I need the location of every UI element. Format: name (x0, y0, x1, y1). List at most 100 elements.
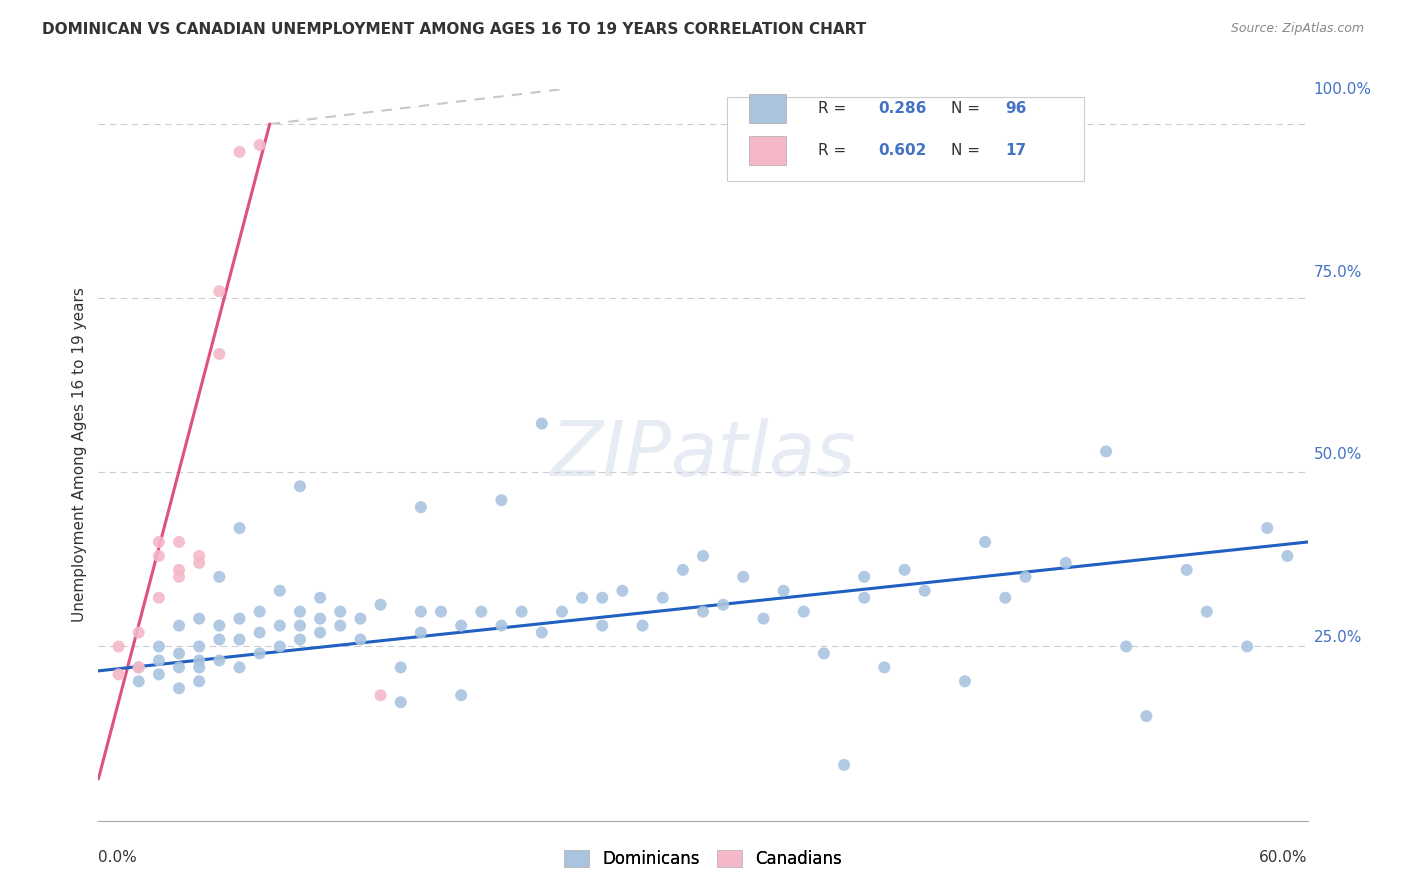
Point (167, 570, 190, 584)
Point (208, 618, 231, 632)
Point (772, 583, 794, 598)
Point (349, 632, 371, 647)
Point (692, 549, 714, 563)
Text: 17: 17 (1005, 144, 1026, 158)
Point (249, 647, 271, 661)
Point (370, 688, 392, 702)
Point (208, 347, 231, 361)
Point (409, 500, 432, 515)
Point (249, 137, 271, 152)
FancyBboxPatch shape (749, 94, 786, 123)
Point (612, 583, 634, 598)
Point (148, 591, 170, 605)
Point (491, 493, 513, 508)
Point (128, 660, 150, 674)
Point (651, 591, 673, 605)
Point (107, 640, 129, 654)
Point (167, 660, 190, 674)
Point (752, 612, 775, 626)
Point (551, 605, 574, 619)
Point (1195, 605, 1218, 619)
Point (188, 640, 211, 654)
Point (853, 591, 876, 605)
Text: N =: N = (950, 101, 984, 116)
Point (228, 145, 250, 159)
Point (228, 660, 250, 674)
Point (1175, 563, 1198, 577)
Point (430, 605, 453, 619)
Text: ZIPatlas: ZIPatlas (550, 418, 856, 491)
Point (1054, 556, 1077, 570)
Point (733, 570, 755, 584)
Point (914, 583, 936, 598)
Point (228, 612, 250, 626)
Point (470, 605, 492, 619)
Point (389, 695, 412, 709)
Point (128, 625, 150, 640)
Point (107, 667, 129, 681)
Point (832, 758, 855, 772)
Point (1256, 521, 1278, 535)
Point (631, 618, 654, 632)
Point (672, 563, 695, 577)
Text: 0.286: 0.286 (879, 101, 927, 116)
Point (148, 653, 170, 667)
Point (228, 632, 250, 647)
Point (793, 605, 815, 619)
Text: DOMINICAN VS CANADIAN UNEMPLOYMENT AMONG AGES 16 TO 19 YEARS CORRELATION CHART: DOMINICAN VS CANADIAN UNEMPLOYMENT AMONG… (42, 22, 866, 37)
Point (873, 660, 896, 674)
Text: 75.0%: 75.0% (1313, 265, 1362, 279)
Point (1277, 549, 1299, 563)
Point (491, 618, 513, 632)
Text: R =: R = (818, 101, 851, 116)
Point (288, 618, 311, 632)
Point (208, 632, 231, 647)
Point (188, 612, 211, 626)
Point (269, 618, 291, 632)
Text: 0.602: 0.602 (879, 144, 927, 158)
Point (571, 591, 593, 605)
Point (148, 535, 170, 549)
Point (228, 521, 250, 535)
Point (188, 653, 211, 667)
Point (309, 625, 332, 640)
Point (249, 625, 271, 640)
Point (953, 674, 976, 689)
Point (389, 660, 412, 674)
Point (269, 640, 291, 654)
Point (530, 625, 553, 640)
Point (288, 632, 311, 647)
Text: R =: R = (818, 144, 851, 158)
Point (813, 647, 835, 661)
Point (853, 570, 876, 584)
Point (167, 535, 190, 549)
Point (148, 549, 170, 563)
Point (208, 284, 231, 298)
Point (288, 605, 311, 619)
Point (309, 612, 332, 626)
Point (692, 605, 714, 619)
Point (249, 605, 271, 619)
Point (510, 605, 533, 619)
Point (329, 605, 352, 619)
Point (208, 570, 231, 584)
Text: 25.0%: 25.0% (1313, 631, 1362, 645)
FancyBboxPatch shape (727, 96, 1084, 180)
Point (309, 591, 332, 605)
Text: 60.0%: 60.0% (1260, 850, 1308, 865)
Point (893, 563, 915, 577)
Point (288, 479, 311, 493)
Point (148, 667, 170, 681)
FancyBboxPatch shape (749, 136, 786, 166)
Point (329, 618, 352, 632)
Text: 96: 96 (1005, 101, 1026, 116)
Y-axis label: Unemployment Among Ages 16 to 19 years: Unemployment Among Ages 16 to 19 years (72, 287, 87, 623)
Point (1095, 444, 1118, 458)
Point (370, 598, 392, 612)
Point (530, 417, 553, 431)
Text: N =: N = (950, 144, 984, 158)
Point (591, 591, 613, 605)
Point (128, 660, 150, 674)
Legend: Dominicans, Canadians: Dominicans, Canadians (558, 843, 848, 874)
Text: 0.0%: 0.0% (98, 850, 138, 865)
